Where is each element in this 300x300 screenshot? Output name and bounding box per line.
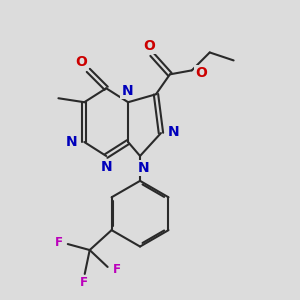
Text: N: N <box>168 125 180 139</box>
Text: N: N <box>66 135 77 149</box>
Text: O: O <box>195 66 207 80</box>
Text: F: F <box>55 236 63 249</box>
Text: O: O <box>75 56 87 69</box>
Text: N: N <box>121 84 133 98</box>
Text: O: O <box>143 40 155 53</box>
Text: F: F <box>112 263 121 276</box>
Text: F: F <box>80 276 88 290</box>
Text: N: N <box>138 161 150 175</box>
Text: N: N <box>100 160 112 174</box>
